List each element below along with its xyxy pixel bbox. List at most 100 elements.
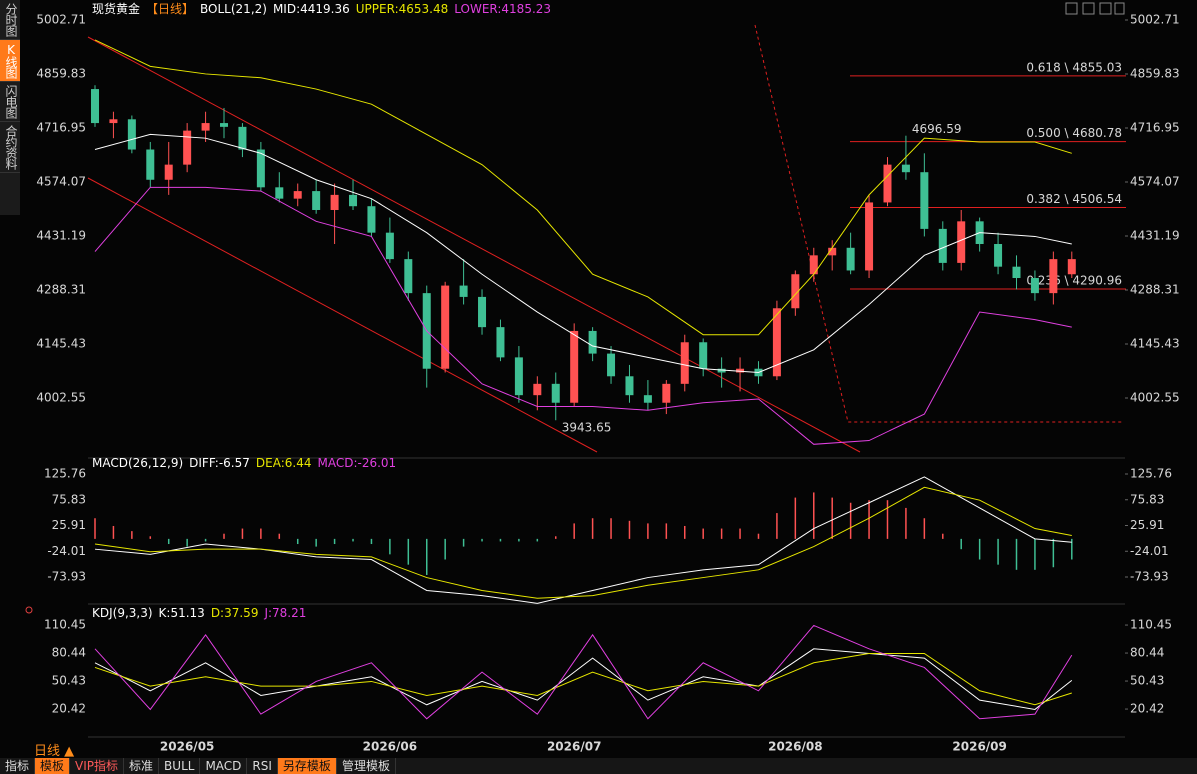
x-tick-label: 2026/09	[952, 740, 1006, 754]
toolbar-tab[interactable]: VIP指标	[70, 758, 125, 774]
info-item: UPPER:4653.48	[356, 2, 448, 16]
toolbar-tab[interactable]: 指标	[0, 758, 36, 774]
candle-body	[275, 187, 284, 199]
y-tick-label: 4288.31	[1130, 282, 1180, 296]
y-tick-label: 4145.43	[36, 336, 86, 350]
toolbar-tab[interactable]: RSI	[247, 758, 278, 774]
candle-body	[551, 383, 560, 403]
sidebar: 分时图 K线图 闪电图 合约资料	[0, 0, 20, 215]
y-tick-label: 4574.07	[36, 174, 86, 188]
info-item: LOWER:4185.23	[454, 2, 551, 16]
info-item: KDJ(9,3,3)	[92, 606, 153, 620]
y-tick-label: 25.91	[52, 518, 86, 532]
indicator-line	[94, 652, 1072, 706]
candle-body	[367, 206, 376, 233]
y-tick-label: -73.93	[47, 570, 86, 584]
side-tab[interactable]: K线图	[0, 40, 20, 82]
fib-label: 0.500 \ 4680.78	[1026, 126, 1122, 140]
candle-body	[330, 194, 339, 210]
candle-body	[349, 194, 358, 207]
candle-body	[293, 191, 302, 199]
info-item: D:37.59	[211, 606, 259, 620]
candle-body	[938, 228, 947, 263]
dashed-line	[754, 24, 1122, 423]
candle-body	[164, 164, 173, 180]
candle-body	[901, 164, 910, 173]
info-item: DEA:6.44	[256, 456, 312, 470]
info-item: MACD(26,12,9)	[92, 456, 183, 470]
toolbar-tab[interactable]: 另存模板	[277, 758, 337, 774]
panel-info: KDJ(9,3,3) K:51.13 D:37.59 J:78.21	[92, 606, 306, 620]
y-tick-label: 110.45	[1130, 618, 1172, 632]
indicator-line	[94, 186, 1072, 445]
y-tick-label: 4716.95	[1130, 121, 1180, 135]
indicator-line	[94, 648, 1073, 710]
candle-body	[312, 191, 321, 210]
candle-body	[717, 368, 726, 373]
y-tick-label: 50.43	[52, 674, 86, 688]
candle-body	[127, 119, 136, 150]
candle-body	[680, 342, 689, 384]
toolbar-tab[interactable]: MACD	[200, 758, 248, 774]
fib-label: 0.382 \ 4506.54	[1026, 192, 1122, 206]
candle-body	[91, 89, 99, 124]
candle-body	[496, 327, 505, 358]
candle-body	[385, 232, 394, 260]
toolbar: 指标 模板 VIP指标 标准 BULL MACD RSI 另存模板 管理模板	[0, 758, 1197, 774]
info-item: 现货黄金	[92, 1, 140, 16]
y-tick-label: 20.42	[52, 702, 86, 716]
panel-info: MACD(26,12,9) DIFF:-6.57 DEA:6.44 MACD:-26.…	[92, 456, 396, 470]
indicator-line	[94, 133, 1072, 374]
candle-body	[1012, 266, 1021, 279]
x-tick-label: 2026/05	[160, 740, 214, 754]
side-tab[interactable]: 合约资料	[0, 122, 20, 173]
candle-body	[607, 353, 616, 377]
info-item: K:51.13	[159, 606, 205, 620]
indicator-line	[94, 476, 1072, 604]
candle-body	[883, 164, 892, 203]
side-tab[interactable]: 闪电图	[0, 82, 20, 122]
y-tick-label: 5002.71	[1130, 13, 1180, 27]
panel-info: 现货黄金 【日线】 BOLL(21,2) MID:4419.36 UPPER:4653.…	[92, 1, 551, 16]
info-item: 【日线】	[146, 2, 194, 16]
y-tick-label: 50.43	[1130, 674, 1164, 688]
window-icons	[1065, 2, 1125, 15]
candle-body	[791, 274, 800, 309]
candle-body	[146, 149, 155, 180]
y-tick-label: 20.42	[1130, 702, 1164, 716]
candle-body	[643, 395, 652, 403]
y-tick-label: 25.91	[1130, 518, 1164, 532]
info-item: MACD:-26.01	[317, 456, 396, 470]
candle-body	[625, 376, 634, 396]
period-label[interactable]: 日线 ▲	[34, 744, 75, 759]
y-tick-label: 4431.19	[36, 228, 86, 242]
y-tick-label: 4859.83	[1130, 67, 1180, 81]
candle-body	[201, 123, 210, 131]
y-tick-label: 125.76	[1130, 466, 1172, 480]
candle-body	[220, 123, 229, 127]
y-tick-label: 75.83	[52, 492, 86, 506]
channel-line	[87, 177, 598, 453]
candle-body	[570, 330, 579, 403]
toolbar-tab[interactable]: 模板	[35, 758, 71, 774]
y-tick-label: 110.45	[44, 618, 86, 632]
y-tick-label: -73.93	[1130, 570, 1169, 584]
settings-icon[interactable]	[25, 606, 33, 614]
indicator-line	[94, 624, 1073, 720]
info-item: J:78.21	[263, 606, 306, 620]
toolbar-tab[interactable]: BULL	[159, 758, 201, 774]
y-tick-label: 5002.71	[36, 13, 86, 27]
fib-label: 0.618 \ 4855.03	[1026, 60, 1122, 74]
candle-body	[441, 285, 450, 369]
y-tick-label: 125.76	[44, 466, 86, 480]
toolbar-tab[interactable]: 管理模板	[337, 758, 396, 774]
candle-body	[1067, 259, 1076, 275]
side-tab[interactable]: 分时图	[0, 0, 20, 40]
candle-body	[772, 308, 781, 377]
y-tick-label: 4002.55	[1130, 390, 1180, 404]
y-tick-label: 80.44	[52, 646, 86, 660]
y-tick-label: 80.44	[1130, 646, 1164, 660]
candle-body	[957, 221, 966, 263]
toolbar-tab[interactable]: 标准	[124, 758, 160, 774]
